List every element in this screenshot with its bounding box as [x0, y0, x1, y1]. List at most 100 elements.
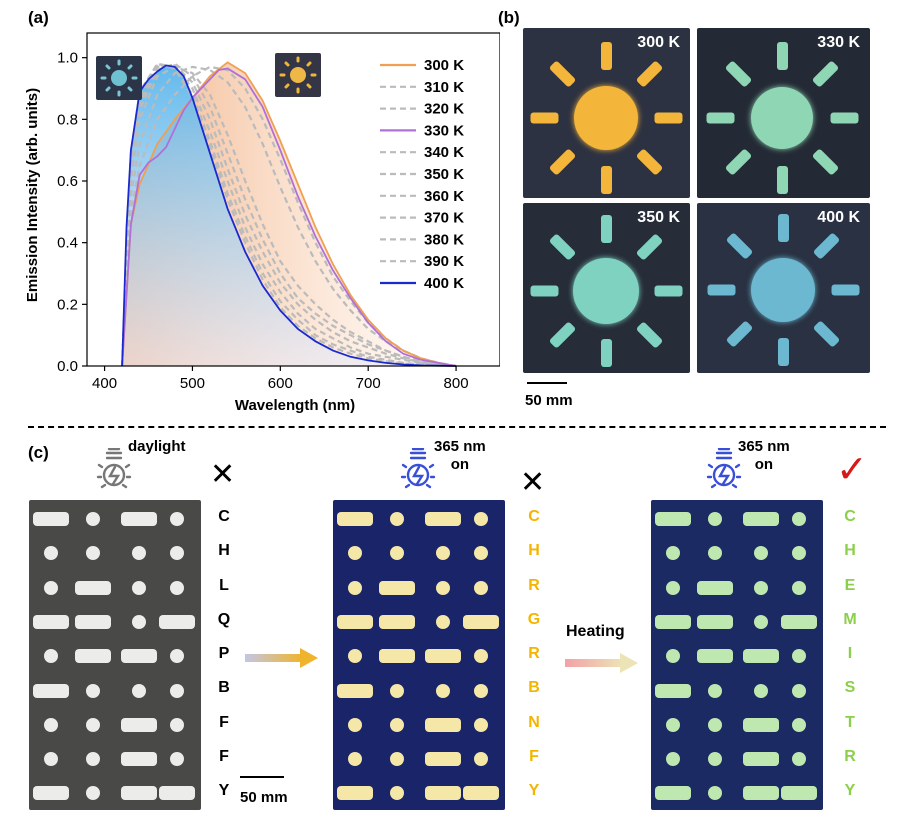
- code-bar: [425, 786, 461, 801]
- code-bar: [697, 649, 733, 664]
- legend-label: 390 K: [424, 253, 464, 270]
- code-bar: [743, 752, 779, 767]
- code-letter: H: [218, 542, 230, 560]
- x-tick-label: 400: [92, 375, 117, 392]
- code-letter: H: [528, 542, 540, 560]
- code-bar: [425, 649, 461, 664]
- code-dot: [390, 546, 404, 561]
- code-dot: [792, 580, 806, 595]
- sun-ray: [654, 285, 682, 297]
- code-bar: [743, 512, 779, 526]
- uv-card-photo: [333, 500, 505, 810]
- y-tick-label: 1.0: [57, 50, 78, 67]
- code-dot: [666, 649, 680, 664]
- scale-bar-b: [527, 382, 567, 384]
- code-dot: [792, 649, 806, 664]
- temp-label: 300 K: [637, 34, 680, 51]
- heating-arrow-icon: [565, 653, 638, 673]
- code-letter: F: [219, 713, 229, 731]
- code-dot: [390, 512, 404, 526]
- sun-ray: [777, 338, 789, 366]
- code-bar: [75, 580, 111, 595]
- inset-blue-sun-icon: [96, 56, 142, 100]
- code-bar: [743, 649, 779, 664]
- code-dot: [708, 752, 722, 767]
- code-bar: [33, 683, 69, 698]
- y-tick-label: 0.6: [57, 173, 78, 190]
- code-dot: [348, 580, 362, 595]
- code-letter: S: [844, 679, 856, 697]
- code-bar: [33, 614, 69, 629]
- code-dot: [170, 649, 184, 664]
- photo-330k: 330 K: [697, 28, 870, 198]
- code-dot: [390, 786, 404, 801]
- code-letter: N: [528, 713, 540, 731]
- code-dot: [474, 580, 488, 595]
- code-letter: C: [218, 508, 230, 525]
- code-dot: [170, 546, 184, 561]
- code-dot: [170, 580, 184, 595]
- code-bar: [655, 614, 691, 629]
- code-bar: [463, 614, 499, 629]
- scale-text-b: 50 mm: [525, 392, 573, 409]
- temp-label: 350 K: [637, 209, 680, 226]
- series-line-330k: [121, 67, 457, 367]
- y-tick-label: 0.0: [57, 358, 78, 375]
- code-dot: [86, 786, 100, 801]
- x-axis-title: Wavelength (nm): [235, 397, 355, 414]
- code-dot: [708, 546, 722, 561]
- sun-ray: [600, 215, 612, 243]
- code-bar: [655, 786, 691, 801]
- code-letter: Q: [217, 610, 231, 628]
- code-letter: H: [844, 542, 856, 560]
- sun-ray: [707, 284, 735, 296]
- y-tick-label: 0.2: [57, 296, 78, 313]
- daylight-card-photo: [29, 500, 201, 810]
- code-dot: [44, 649, 58, 664]
- section-divider: [28, 426, 886, 428]
- code-dot: [170, 512, 184, 526]
- sun-ray: [830, 112, 858, 124]
- code-dot: [666, 546, 680, 561]
- code-letter: C: [528, 508, 540, 525]
- series-line-360k: [121, 64, 457, 368]
- y-axis-title: Emission Intensity (arb. units): [24, 88, 41, 302]
- card1-cross-icon: ✕: [210, 458, 236, 491]
- legend-label: 360 K: [424, 188, 464, 205]
- code-dot: [132, 580, 146, 595]
- code-bar: [121, 752, 157, 767]
- code-letter: F: [529, 748, 539, 766]
- code-letter: B: [528, 679, 540, 697]
- photo-400k: 400 K: [697, 203, 870, 373]
- y-tick-label: 0.8: [57, 111, 78, 128]
- uv-note-2: 365 nm on: [434, 438, 486, 473]
- code-dot: [436, 683, 450, 698]
- code-dot: [708, 683, 722, 698]
- code-dot: [132, 546, 146, 561]
- code-letter: P: [218, 645, 230, 663]
- inset-yellow-sun-icon: [275, 53, 321, 97]
- code-letter: R: [528, 645, 540, 663]
- code-bar: [781, 786, 817, 801]
- code-letter: Y: [218, 782, 230, 800]
- code-dot: [348, 546, 362, 561]
- code-dot: [708, 717, 722, 732]
- code-bar: [743, 717, 779, 732]
- code-dot: [390, 683, 404, 698]
- code-dot: [474, 649, 488, 664]
- code-dot: [474, 546, 488, 561]
- legend-label: 400 K: [424, 275, 464, 292]
- heated-uv-card-photo: [651, 500, 823, 810]
- card3-check-icon: ✓: [836, 449, 868, 491]
- code-dot: [474, 752, 488, 767]
- code-letter: R: [844, 748, 856, 766]
- legend-label: 370 K: [424, 210, 464, 227]
- code-dot: [86, 717, 100, 732]
- code-dot: [86, 512, 100, 526]
- code-dot: [666, 717, 680, 732]
- code-dot: [348, 649, 362, 664]
- code-dot: [792, 683, 806, 698]
- code-letter: E: [844, 576, 856, 594]
- code-dot: [792, 512, 806, 526]
